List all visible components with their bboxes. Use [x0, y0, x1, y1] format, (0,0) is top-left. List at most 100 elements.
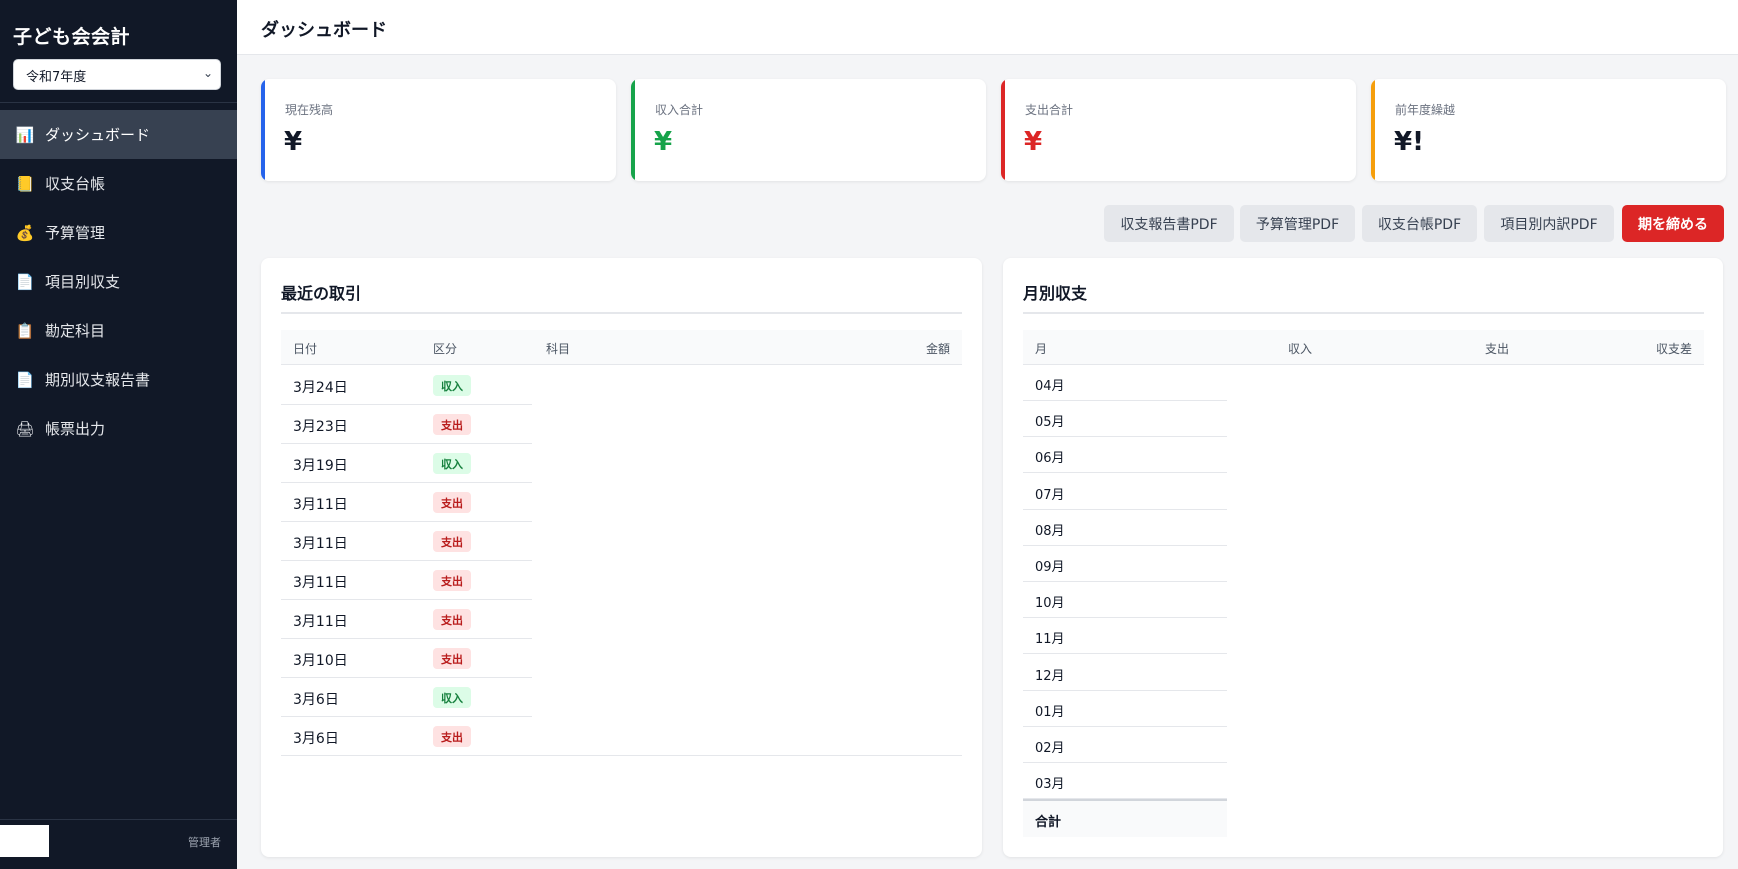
row-divider: [281, 560, 532, 561]
monthly-summary-panel: 月別収支 月 収入 支出 収支差 04月 05月 06月 07月 08月 09月 10月 11…: [1003, 258, 1723, 857]
recent-table-header: 日付 区分 科目 金額: [281, 330, 962, 365]
close-period-button[interactable]: 期を締める: [1622, 205, 1724, 242]
table-row[interactable]: 3月6日 収入: [281, 678, 962, 717]
sidebar-item[interactable]: 🖨 帳票出力: [0, 404, 237, 453]
table-row[interactable]: 3月11日 支出: [281, 600, 962, 639]
sidebar-divider: [0, 102, 237, 103]
month-label: 09月: [1035, 560, 1065, 575]
row-divider: [281, 716, 532, 717]
fiscal-year-select[interactable]: 令和7年度 ⌄: [13, 59, 221, 90]
table-row[interactable]: 3月11日 支出: [281, 561, 962, 600]
sidebar-item-label: 予算管理: [45, 224, 106, 242]
budget-pdf-button[interactable]: 予算管理PDF: [1240, 205, 1355, 242]
sidebar-item[interactable]: 📋 勘定科目: [0, 306, 237, 355]
sidebar-item-label: 帳票出力: [45, 420, 106, 438]
money-bag-icon: 💰: [15, 223, 35, 242]
transaction-type-badge: 支出: [433, 570, 471, 591]
income-report-pdf-button[interactable]: 収支報告書PDF: [1104, 205, 1234, 242]
row-divider: [281, 521, 532, 522]
recent-transactions-panel: 最近の取引 日付 区分 科目 金額 3月24日 収入 3月23日 支出 3月19日 収入 3…: [261, 258, 982, 857]
ledger-pdf-button[interactable]: 収支台帳PDF: [1362, 205, 1477, 242]
table-row[interactable]: 3月10日 支出: [281, 639, 962, 678]
stat-card-accent: [1001, 79, 1005, 181]
sidebar-nav: 📊 ダッシュボード 📒 収支台帳 💰 予算管理 📄 項目別収支 📋 勘定科目 📄 期別収支報告書 🖨 帳票…: [0, 110, 237, 453]
fiscal-year-value: 令和7年度: [26, 70, 87, 85]
table-row[interactable]: 3月24日 収入: [281, 366, 962, 405]
month-label: 12月: [1035, 668, 1065, 684]
month-row: 12月: [1023, 655, 1227, 691]
stat-card: 支出合計 ¥: [1001, 79, 1356, 181]
transaction-date: 3月6日: [293, 692, 339, 708]
panel-divider: [1023, 312, 1704, 314]
month-label: 07月: [1035, 487, 1065, 503]
month-row: 11月: [1023, 618, 1227, 655]
month-label: 02月: [1035, 741, 1065, 756]
category-pdf-button[interactable]: 項目別内訳PDF: [1484, 205, 1614, 242]
month-label: 03月: [1035, 777, 1065, 793]
row-divider: [281, 482, 532, 483]
monthly-table-header: 月 収入 支出 収支差: [1023, 330, 1704, 365]
stat-label: 前年度繰越: [1395, 103, 1456, 117]
document-icon: 📄: [15, 272, 35, 291]
user-name-box[interactable]: [0, 825, 49, 857]
row-divider: [281, 638, 532, 639]
month-label: 11月: [1035, 632, 1065, 648]
recent-transactions-title: 最近の取引: [281, 284, 362, 303]
row-divider: [281, 443, 532, 444]
sidebar-item-label: 勘定科目: [45, 322, 106, 340]
stat-value: ¥: [654, 127, 673, 157]
month-row: 05月: [1023, 401, 1227, 438]
sidebar-item-label: 収支台帳: [45, 175, 106, 193]
table-row[interactable]: 3月6日 支出: [281, 717, 962, 756]
row-divider: [281, 404, 532, 405]
transaction-type-badge: 支出: [433, 492, 471, 513]
month-label: 10月: [1035, 596, 1065, 612]
month-label: 06月: [1035, 451, 1065, 467]
table-row[interactable]: 3月11日 支出: [281, 522, 962, 561]
sidebar-item[interactable]: 📄 期別収支報告書: [0, 355, 237, 404]
column-expense: 支出: [1485, 342, 1510, 356]
bar-chart-icon: 📊: [15, 125, 35, 144]
table-row[interactable]: 3月23日 支出: [281, 405, 962, 444]
transaction-date: 3月24日: [293, 380, 348, 396]
transaction-type-badge: 支出: [433, 726, 471, 747]
stat-label: 支出合計: [1025, 103, 1074, 117]
column-type: 区分: [433, 342, 458, 356]
month-row: 01月: [1023, 691, 1227, 727]
chevron-down-icon: ⌄: [202, 66, 213, 80]
transaction-date: 3月19日: [293, 458, 348, 474]
row-divider: [281, 677, 532, 678]
sidebar-item[interactable]: 📄 項目別収支: [0, 257, 237, 306]
panel-divider: [281, 312, 962, 314]
stat-card: 前年度繰越 ¥!: [1371, 79, 1726, 181]
total-label: 合計: [1035, 815, 1062, 831]
transaction-type-badge: 収入: [433, 453, 471, 474]
month-label: 01月: [1035, 704, 1065, 720]
month-label: 04月: [1035, 379, 1065, 394]
table-row[interactable]: 3月11日 支出: [281, 483, 962, 522]
column-month: 月: [1035, 342, 1048, 356]
stat-card: 収入合計 ¥: [631, 79, 986, 181]
sidebar-item[interactable]: 📒 収支台帳: [0, 159, 237, 208]
printer-icon: 🖨: [15, 419, 35, 438]
user-role: 管理者: [188, 836, 221, 849]
transaction-date: 3月11日: [293, 614, 348, 630]
sidebar-item[interactable]: 📊 ダッシュボード: [0, 110, 237, 159]
report-icon: 📄: [15, 370, 35, 389]
app-title: 子ども会会計: [13, 26, 131, 48]
table-row[interactable]: 3月19日 収入: [281, 444, 962, 483]
month-label: 05月: [1035, 415, 1065, 431]
transaction-date: 3月6日: [293, 731, 339, 747]
transaction-date: 3月11日: [293, 497, 348, 513]
month-row: 08月: [1023, 510, 1227, 546]
transaction-type-badge: 支出: [433, 609, 471, 630]
month-row: 07月: [1023, 474, 1227, 510]
row-divider: [281, 599, 532, 600]
month-row: 10月: [1023, 582, 1227, 619]
month-row: 02月: [1023, 727, 1227, 763]
sidebar-item[interactable]: 💰 予算管理: [0, 208, 237, 257]
month-row: 06月: [1023, 437, 1227, 474]
month-row: 09月: [1023, 546, 1227, 582]
transaction-type-badge: 支出: [433, 531, 471, 552]
column-account: 科目: [546, 342, 571, 356]
